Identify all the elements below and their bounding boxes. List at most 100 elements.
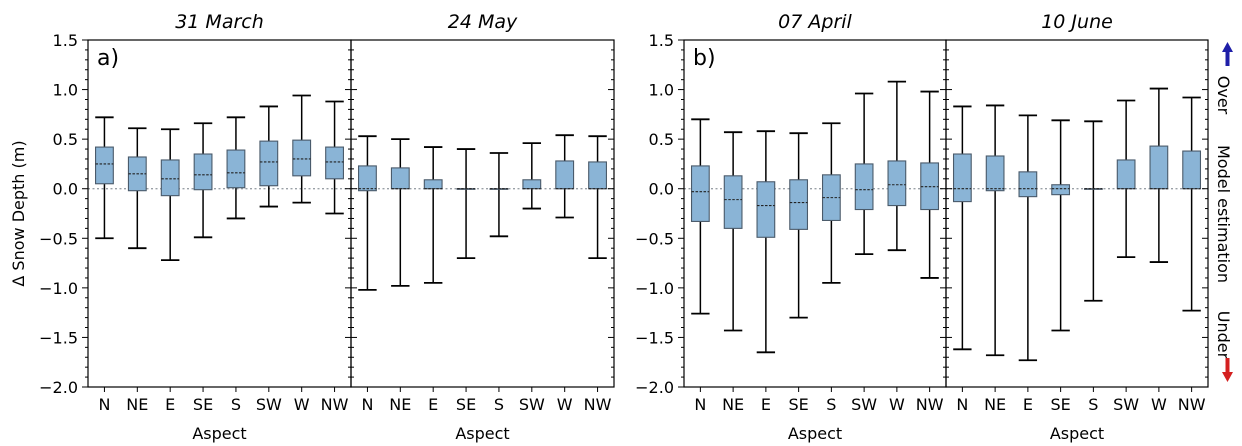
x-tick-label: W (294, 395, 310, 414)
x-axis-label: Aspect (788, 424, 842, 443)
box-W (1149, 87, 1169, 263)
box-body (1116, 159, 1136, 190)
over-arrow-icon (1222, 42, 1233, 66)
x-tick-label: W (889, 395, 905, 414)
box-body (358, 165, 377, 192)
x-tick-label: W (1151, 395, 1167, 414)
side-legend: Over Model estimation Under (1214, 42, 1233, 382)
box-S (1083, 120, 1103, 302)
x-tick-label: NE (984, 395, 1006, 414)
x-tick-label: S (1088, 395, 1098, 414)
box-body (588, 161, 607, 190)
y-tick-label: 0.5 (649, 130, 674, 149)
y-tick-label: −0.5 (39, 229, 78, 248)
x-tick-label: E (761, 395, 771, 414)
x-tick-label: NE (389, 395, 411, 414)
box-body (423, 179, 443, 190)
panel-label: b) (693, 46, 716, 71)
y-axis-label: Δ Snow Depth (m) (9, 140, 28, 286)
x-tick-label: NE (722, 395, 744, 414)
box-body (259, 140, 279, 187)
side-label-over: Over (1214, 76, 1233, 115)
box-body (690, 165, 710, 222)
panel-4: N NE E SE S SW W NW 10 June Aspect (945, 11, 1209, 443)
box-body (1018, 171, 1038, 198)
x-axis-label: Aspect (1050, 424, 1104, 443)
box-SW (259, 105, 279, 208)
panel-title: 24 May (448, 11, 518, 33)
box-body (756, 181, 776, 238)
x-tick-label: N (694, 395, 706, 414)
x-tick-label: E (428, 395, 438, 414)
y-tick-label: −1.0 (635, 279, 674, 298)
x-tick-label: SE (193, 395, 213, 414)
y-tick-label: −2.0 (635, 378, 674, 397)
box-body (292, 139, 312, 177)
box-body (1051, 184, 1071, 196)
box-body (193, 153, 213, 191)
box-body (1182, 150, 1202, 190)
x-tick-label: NE (126, 395, 148, 414)
box-body (95, 146, 114, 185)
x-tick-label: SE (788, 395, 808, 414)
y-tick-label: −1.5 (39, 328, 78, 347)
x-axis-label: Aspect (192, 424, 246, 443)
x-tick-label: NW (916, 395, 944, 414)
x-tick-label: SW (1113, 395, 1139, 414)
box-E (423, 146, 443, 284)
box-SE (789, 132, 809, 319)
y-tick-label: −2.0 (39, 378, 78, 397)
box-SE (1051, 119, 1071, 332)
box-body (723, 175, 743, 229)
x-tick-label: SW (851, 395, 877, 414)
axes-frame (945, 39, 1209, 388)
panel-label: a) (97, 46, 119, 71)
box-N (952, 105, 972, 351)
axes-frame (350, 39, 615, 388)
box-body (854, 163, 874, 211)
x-tick-label: N (98, 395, 110, 414)
box-NE (390, 138, 410, 287)
box-NE (127, 127, 147, 250)
box-W (292, 94, 312, 204)
box-S (821, 122, 841, 284)
under-arrow-icon (1222, 358, 1233, 382)
axes-frame (683, 39, 947, 388)
box-SW (854, 92, 874, 256)
box-NE (723, 131, 743, 332)
box-body (325, 146, 344, 180)
x-tick-label: NW (321, 395, 349, 414)
x-tick-label: NW (1178, 395, 1206, 414)
box-N (690, 118, 710, 315)
panel-3: N NE E SE S SW W NW 1.5 1.0 0.5 0.0 −0.5 −1.0 −1.5 −2.0… (635, 11, 947, 443)
box-NW (1182, 96, 1202, 312)
box-body (555, 160, 575, 190)
x-tick-label: S (494, 395, 504, 414)
box-body (952, 153, 972, 203)
panel-1: N NE E SE S SW W NW 1.5 1.0 0.5 0.0 −0.5 −1.0 −1.5 −2.0… (9, 11, 352, 443)
panel-title: 31 March (175, 11, 264, 33)
y-tick-label: −1.5 (635, 328, 674, 347)
x-tick-label: SE (1050, 395, 1070, 414)
panel-title: 10 June (1041, 11, 1113, 33)
box-E (756, 130, 776, 354)
x-tick-label: S (231, 395, 241, 414)
side-label-model-estimation: Model estimation (1214, 145, 1233, 283)
box-body (1149, 145, 1169, 190)
box-W (887, 80, 907, 252)
panel-title: 07 April (778, 11, 852, 33)
x-axis-label: Aspect (455, 424, 509, 443)
box-SW (1116, 99, 1136, 259)
box-NW (588, 135, 607, 260)
y-tick-label: −0.5 (635, 229, 674, 248)
side-label-under: Under (1214, 311, 1233, 360)
x-tick-label: N (361, 395, 373, 414)
axes-frame (87, 39, 352, 388)
box-body (522, 179, 542, 190)
panel-2: N NE E SE S SW W NW 24 May Aspect (350, 11, 615, 443)
x-tick-label: E (165, 395, 175, 414)
box-S (226, 116, 246, 220)
box-W (555, 134, 575, 219)
x-tick-label: SE (456, 395, 476, 414)
x-tick-label: NW (584, 395, 612, 414)
